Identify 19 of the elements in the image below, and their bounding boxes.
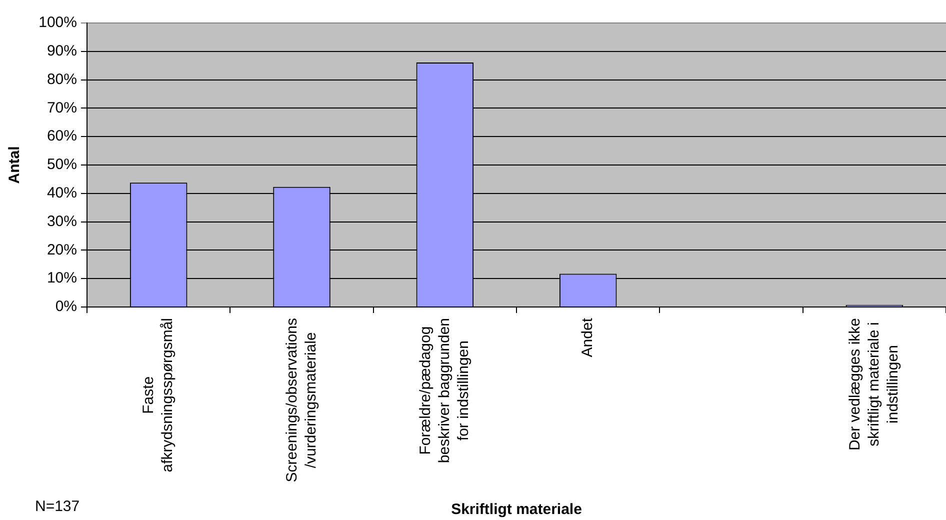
y-tick-label: 90% xyxy=(46,42,77,60)
y-tick-label: 0% xyxy=(55,298,77,316)
y-tick-label: 60% xyxy=(46,128,77,145)
y-tick-label: 80% xyxy=(46,70,77,88)
x-tick-label: Der vedlægges ikke skriftligt materiale i indstillingen xyxy=(846,318,902,451)
x-axis-title: Skriftligt materiale xyxy=(451,501,582,518)
y-axis-title: Antal xyxy=(6,146,24,184)
y-tick-label: 30% xyxy=(46,212,77,230)
y-tick-label: 10% xyxy=(46,270,77,287)
y-tick-label: 40% xyxy=(46,184,77,202)
y-tick-label: 50% xyxy=(46,156,77,174)
y-tick-label: 20% xyxy=(46,241,77,258)
x-tick-label: Faste afkrydsningsspørgsmål xyxy=(140,318,176,472)
text: N=137 xyxy=(35,498,80,516)
x-tick-label: Forældre/pædagog beskriver baggrunden for indstillingen xyxy=(417,318,472,464)
x-tick-label: Screenings/observations/vurderingsmateriale xyxy=(283,318,320,482)
y-tick-label: 70% xyxy=(46,99,77,116)
y-tick-label: 100% xyxy=(38,14,77,32)
x-tick-label: Andet xyxy=(579,317,596,358)
